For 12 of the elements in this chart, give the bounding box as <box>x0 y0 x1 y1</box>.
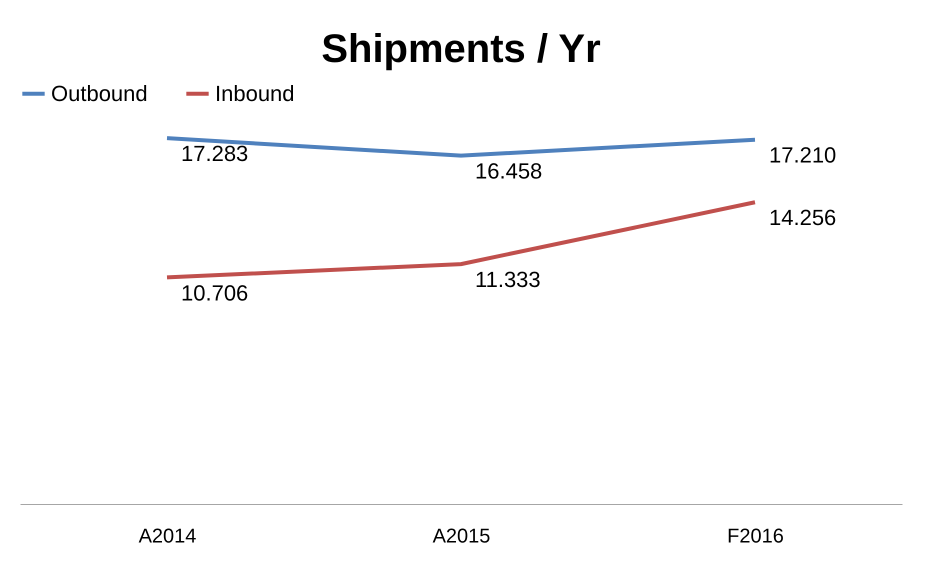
data-label: 11.333 <box>475 267 541 292</box>
x-tick-label: A2015 <box>432 526 490 548</box>
data-label: 17.210 <box>769 142 836 168</box>
legend-label: Inbound <box>215 80 295 106</box>
data-label: 17.283 <box>181 141 248 166</box>
data-label: 16.458 <box>475 158 542 184</box>
legend-label: Outbound <box>51 80 148 106</box>
chart-title: Shipments / Yr <box>321 27 601 71</box>
x-tick-label: A2014 <box>138 526 196 548</box>
data-label: 10.706 <box>181 280 248 306</box>
x-tick-label: F2016 <box>727 526 784 548</box>
data-label: 14.256 <box>769 205 836 230</box>
